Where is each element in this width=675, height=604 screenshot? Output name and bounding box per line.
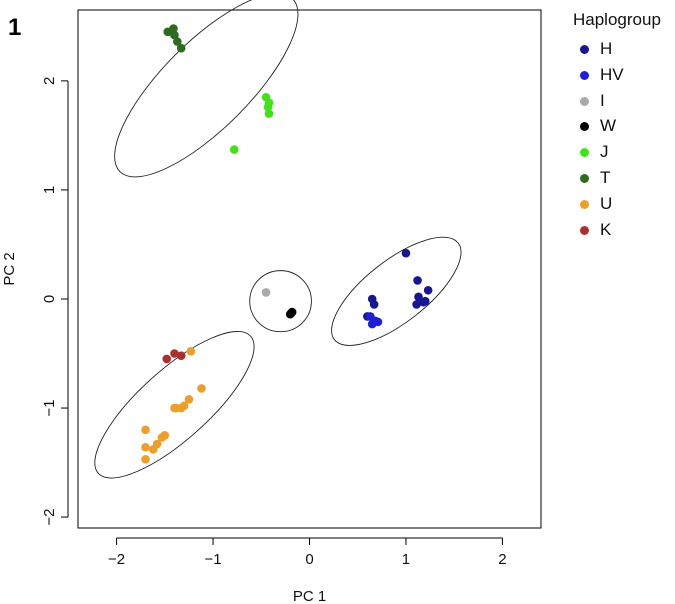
ellipse-h-hv bbox=[331, 236, 462, 346]
point-i bbox=[261, 288, 271, 297]
point-h bbox=[423, 285, 433, 295]
y-axis-label: PC 2 bbox=[1, 252, 18, 285]
point-u bbox=[157, 433, 167, 442]
legend-marker bbox=[580, 225, 589, 235]
y-tick-label: 0 bbox=[41, 295, 58, 303]
legend-marker bbox=[580, 148, 589, 158]
legend-marker bbox=[580, 45, 589, 54]
y-tick-label: 1 bbox=[41, 186, 58, 194]
point-j bbox=[264, 109, 274, 118]
point-h bbox=[401, 248, 411, 258]
legend-label: J bbox=[600, 142, 609, 162]
x-axis-label: PC 1 bbox=[293, 588, 326, 604]
point-u bbox=[186, 347, 196, 356]
ellipse-u-k bbox=[94, 331, 255, 479]
point-u bbox=[184, 395, 194, 404]
point-k bbox=[170, 349, 179, 358]
legend-marker bbox=[580, 174, 589, 183]
x-tick-label: 2 bbox=[498, 551, 506, 568]
ellipse-layer bbox=[94, 0, 462, 479]
point-u bbox=[170, 403, 179, 413]
point-h bbox=[412, 300, 421, 309]
legend-title: Haplogroup bbox=[573, 10, 661, 29]
y-tick-label: −2 bbox=[41, 509, 58, 526]
legend-marker bbox=[580, 96, 589, 106]
y-tick-label: 2 bbox=[41, 77, 58, 85]
point-k bbox=[162, 354, 172, 364]
legend-marker bbox=[580, 70, 589, 80]
y-tick-label: −1 bbox=[41, 399, 58, 416]
point-t bbox=[173, 37, 182, 46]
x-tick-label: 0 bbox=[305, 551, 313, 568]
x-tick-label: −1 bbox=[204, 551, 221, 568]
legend-label: W bbox=[600, 116, 617, 136]
point-t bbox=[176, 43, 186, 53]
point-u bbox=[141, 443, 150, 452]
legend-marker bbox=[580, 199, 589, 209]
legend-label: H bbox=[600, 39, 613, 58]
legend: Haplogroup H HV I W J T U K bbox=[573, 10, 661, 239]
point-h bbox=[419, 297, 428, 307]
point-j bbox=[263, 102, 273, 112]
x-tick-label: −2 bbox=[108, 551, 125, 568]
legend-label: I bbox=[600, 90, 605, 110]
y-axis: −2 −1 0 1 2 bbox=[41, 77, 69, 526]
ellipse-i-w bbox=[249, 270, 312, 333]
ellipse-t-j bbox=[114, 0, 299, 178]
plot-frame bbox=[77, 9, 542, 529]
x-tick-label: 1 bbox=[402, 551, 410, 568]
panel-label: 1 bbox=[8, 14, 22, 41]
point-j bbox=[229, 145, 239, 154]
point-hv bbox=[373, 317, 383, 327]
legend-label: T bbox=[600, 168, 611, 187]
legend-marker bbox=[580, 122, 589, 132]
x-axis: −2 −1 0 1 2 bbox=[108, 537, 507, 568]
point-u bbox=[148, 445, 158, 454]
legend-label: HV bbox=[600, 64, 624, 84]
point-h bbox=[413, 276, 422, 285]
legend-label: K bbox=[600, 219, 612, 239]
point-u bbox=[141, 454, 150, 464]
point-t bbox=[169, 24, 178, 33]
point-u bbox=[197, 384, 206, 393]
point-t bbox=[170, 30, 179, 40]
legend-label: U bbox=[600, 193, 613, 213]
point-k bbox=[176, 351, 186, 360]
point-u bbox=[141, 425, 150, 435]
point-w bbox=[286, 308, 296, 318]
point-h bbox=[369, 300, 379, 309]
points-layer bbox=[141, 24, 433, 464]
